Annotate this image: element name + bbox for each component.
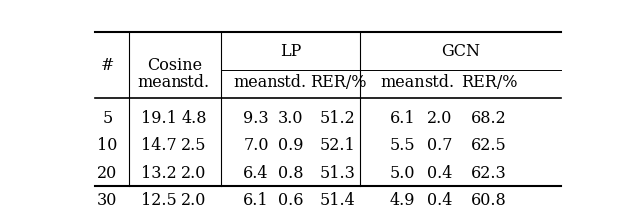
Text: 6.1: 6.1	[243, 192, 269, 209]
Text: 14.7: 14.7	[141, 137, 177, 154]
Text: 51.4: 51.4	[320, 192, 356, 209]
Text: RER/%: RER/%	[310, 74, 366, 91]
Text: 0.4: 0.4	[427, 165, 452, 182]
Text: 13.2: 13.2	[141, 165, 177, 182]
Text: 2.0: 2.0	[181, 192, 207, 209]
Text: std.: std.	[179, 74, 209, 91]
Text: 51.2: 51.2	[320, 110, 356, 127]
Text: 0.9: 0.9	[278, 137, 303, 154]
Text: 5.5: 5.5	[390, 137, 415, 154]
Text: GCN: GCN	[441, 43, 480, 60]
Text: 7.0: 7.0	[243, 137, 269, 154]
Text: LP: LP	[280, 43, 301, 60]
Text: 5: 5	[102, 110, 113, 127]
Text: 68.2: 68.2	[471, 110, 507, 127]
Text: std.: std.	[424, 74, 454, 91]
Text: 2.0: 2.0	[427, 110, 452, 127]
Text: 10: 10	[97, 137, 118, 154]
Text: mean: mean	[137, 74, 182, 91]
Text: 6.4: 6.4	[243, 165, 269, 182]
Text: mean: mean	[234, 74, 278, 91]
Text: RER/%: RER/%	[461, 74, 518, 91]
Text: 6.1: 6.1	[390, 110, 415, 127]
Text: 62.3: 62.3	[471, 165, 507, 182]
Text: 2.0: 2.0	[181, 165, 207, 182]
Text: 5.0: 5.0	[390, 165, 415, 182]
Text: #: #	[100, 57, 114, 74]
Text: 60.8: 60.8	[471, 192, 507, 209]
Text: 4.8: 4.8	[181, 110, 207, 127]
Text: 20: 20	[97, 165, 117, 182]
Text: 0.6: 0.6	[278, 192, 303, 209]
Text: 51.3: 51.3	[320, 165, 356, 182]
Text: 0.8: 0.8	[278, 165, 303, 182]
Text: 12.5: 12.5	[141, 192, 177, 209]
Text: 2.5: 2.5	[181, 137, 207, 154]
Text: 9.3: 9.3	[243, 110, 269, 127]
Text: 0.4: 0.4	[427, 192, 452, 209]
Text: Cosine: Cosine	[147, 57, 202, 74]
Text: 30: 30	[97, 192, 118, 209]
Text: 4.9: 4.9	[390, 192, 415, 209]
Text: std.: std.	[276, 74, 306, 91]
Text: 3.0: 3.0	[278, 110, 303, 127]
Text: 19.1: 19.1	[141, 110, 177, 127]
Text: 62.5: 62.5	[471, 137, 507, 154]
Text: 52.1: 52.1	[320, 137, 356, 154]
Text: mean: mean	[380, 74, 425, 91]
Text: 0.7: 0.7	[427, 137, 452, 154]
